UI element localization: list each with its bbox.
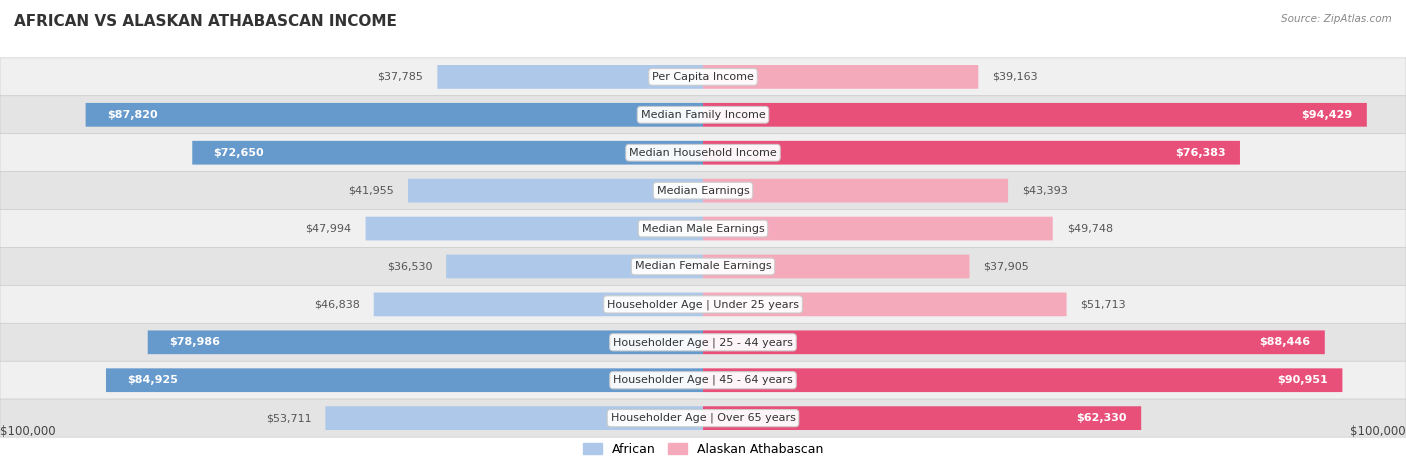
FancyBboxPatch shape — [0, 210, 1406, 248]
Text: Householder Age | 45 - 64 years: Householder Age | 45 - 64 years — [613, 375, 793, 385]
Text: Householder Age | 25 - 44 years: Householder Age | 25 - 44 years — [613, 337, 793, 347]
FancyBboxPatch shape — [193, 141, 703, 164]
Text: $46,838: $46,838 — [314, 299, 360, 309]
Text: $62,330: $62,330 — [1077, 413, 1128, 423]
Text: $49,748: $49,748 — [1067, 224, 1114, 234]
FancyBboxPatch shape — [703, 292, 1067, 316]
FancyBboxPatch shape — [408, 179, 703, 203]
Legend: African, Alaskan Athabascan: African, Alaskan Athabascan — [578, 438, 828, 461]
Text: $84,925: $84,925 — [127, 375, 179, 385]
Text: $76,383: $76,383 — [1175, 148, 1226, 158]
Text: $36,530: $36,530 — [387, 262, 432, 271]
Text: Median Male Earnings: Median Male Earnings — [641, 224, 765, 234]
FancyBboxPatch shape — [703, 179, 1008, 203]
Text: $90,951: $90,951 — [1278, 375, 1329, 385]
FancyBboxPatch shape — [366, 217, 703, 241]
FancyBboxPatch shape — [0, 96, 1406, 134]
Text: $37,785: $37,785 — [377, 72, 423, 82]
Text: Householder Age | Over 65 years: Householder Age | Over 65 years — [610, 413, 796, 424]
FancyBboxPatch shape — [703, 141, 1240, 164]
Text: $78,986: $78,986 — [169, 337, 219, 347]
Text: Householder Age | Under 25 years: Householder Age | Under 25 years — [607, 299, 799, 310]
FancyBboxPatch shape — [0, 171, 1406, 210]
Text: Median Household Income: Median Household Income — [628, 148, 778, 158]
Text: Median Earnings: Median Earnings — [657, 186, 749, 196]
Text: $53,711: $53,711 — [266, 413, 311, 423]
FancyBboxPatch shape — [703, 406, 1142, 430]
FancyBboxPatch shape — [703, 65, 979, 89]
FancyBboxPatch shape — [105, 368, 703, 392]
Text: $87,820: $87,820 — [107, 110, 157, 120]
Text: $88,446: $88,446 — [1260, 337, 1310, 347]
FancyBboxPatch shape — [703, 103, 1367, 127]
FancyBboxPatch shape — [0, 323, 1406, 361]
Text: $100,000: $100,000 — [1350, 425, 1406, 438]
Text: Median Female Earnings: Median Female Earnings — [634, 262, 772, 271]
Text: $100,000: $100,000 — [0, 425, 56, 438]
Text: Median Family Income: Median Family Income — [641, 110, 765, 120]
Text: $72,650: $72,650 — [214, 148, 264, 158]
Text: $94,429: $94,429 — [1302, 110, 1353, 120]
Text: $37,905: $37,905 — [984, 262, 1029, 271]
Text: Per Capita Income: Per Capita Income — [652, 72, 754, 82]
Text: $47,994: $47,994 — [305, 224, 352, 234]
FancyBboxPatch shape — [703, 368, 1343, 392]
Text: $39,163: $39,163 — [993, 72, 1038, 82]
Text: $43,393: $43,393 — [1022, 186, 1069, 196]
FancyBboxPatch shape — [0, 248, 1406, 285]
FancyBboxPatch shape — [374, 292, 703, 316]
FancyBboxPatch shape — [86, 103, 703, 127]
Text: Source: ZipAtlas.com: Source: ZipAtlas.com — [1281, 14, 1392, 24]
FancyBboxPatch shape — [148, 331, 703, 354]
FancyBboxPatch shape — [703, 217, 1053, 241]
FancyBboxPatch shape — [703, 331, 1324, 354]
FancyBboxPatch shape — [0, 58, 1406, 96]
Text: $51,713: $51,713 — [1081, 299, 1126, 309]
FancyBboxPatch shape — [437, 65, 703, 89]
FancyBboxPatch shape — [0, 361, 1406, 399]
FancyBboxPatch shape — [703, 255, 970, 278]
Text: $41,955: $41,955 — [349, 186, 394, 196]
FancyBboxPatch shape — [0, 134, 1406, 172]
FancyBboxPatch shape — [0, 285, 1406, 324]
FancyBboxPatch shape — [325, 406, 703, 430]
Text: AFRICAN VS ALASKAN ATHABASCAN INCOME: AFRICAN VS ALASKAN ATHABASCAN INCOME — [14, 14, 396, 29]
FancyBboxPatch shape — [0, 399, 1406, 437]
FancyBboxPatch shape — [446, 255, 703, 278]
